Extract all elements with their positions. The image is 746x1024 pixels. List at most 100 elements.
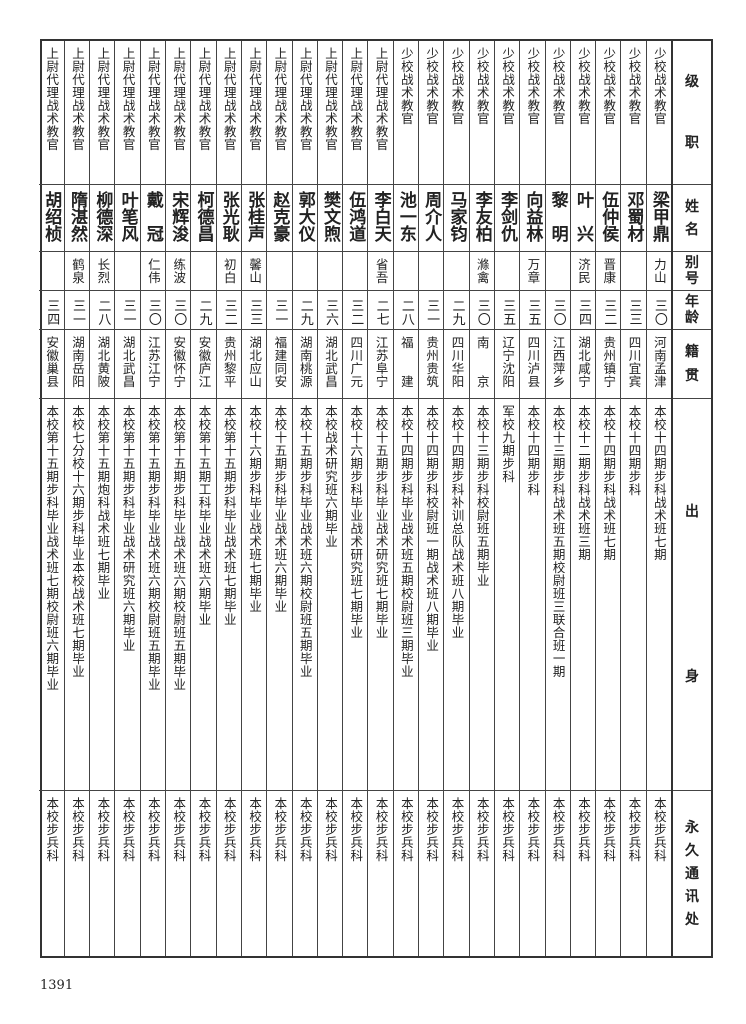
rank-cell: 上尉代理战术教官: [317, 41, 343, 185]
name-cell: 马家钧: [444, 185, 469, 252]
address-cell: 本校步兵科: [621, 791, 645, 956]
name-cell-text: 柯德昌: [193, 191, 214, 242]
alias-cell-text: 滌禽: [474, 258, 490, 284]
address-cell-text: 本校步兵科: [171, 797, 187, 862]
background-cell: 本校十四期步科校尉班一期战术班八期毕业: [419, 399, 444, 791]
age-cell: 三一: [267, 291, 292, 330]
alias-cell: 鹤泉: [64, 252, 90, 291]
rank-cell: 上尉代理战术教官: [368, 41, 393, 185]
header-rank: 级职: [673, 41, 711, 185]
native-place-cell: 福 建: [393, 330, 419, 399]
alias-cell: 仁伟: [140, 252, 166, 291]
native-place-cell: 安徽巢县: [38, 330, 64, 399]
rank-cell-text: 上尉代理战术教官: [247, 47, 263, 151]
rank-cell-text: 上尉代理战术教官: [44, 47, 60, 151]
age-cell-text: 三一: [120, 299, 136, 326]
native-place-cell-text: 江西萍乡: [550, 336, 566, 388]
age-cell-text: 三四: [44, 299, 60, 326]
address-cell: 本校步兵科: [65, 791, 89, 956]
age-cell-text: 三三: [626, 299, 642, 326]
alias-cell-text: 省吾: [373, 258, 389, 284]
age-cell-text: 三二: [348, 299, 364, 326]
native-place-cell-text: 湖南岳阳: [70, 336, 86, 388]
table-row: 上尉代理战术教官 李白天 省吾 二七 江苏阜宁 本校十五期步科毕业战术研究班七期毕业 本校步…: [367, 41, 393, 956]
background-cell-text: 本校第十五期步科毕业战术班七期校尉班六期毕业: [44, 405, 60, 691]
address-cell: 本校步兵科: [39, 791, 64, 956]
alias-cell: [115, 252, 140, 291]
alias-cell-text: 馨山: [247, 258, 263, 284]
rank-cell: 上尉代理战术教官: [241, 41, 267, 185]
age-cell: 二九: [191, 291, 216, 330]
rank-cell-text: 少校战术教官: [525, 47, 541, 125]
native-place-cell-text: 湖北应山: [247, 336, 263, 388]
address-cell-text: 本校步兵科: [651, 797, 667, 862]
age-cell-text: 三〇: [171, 299, 187, 326]
table-row: 少校战术教官 周介人 三一 贵州贵筑 本校十四期步科校尉班一期战术班八期毕业 本校步兵科: [418, 41, 444, 956]
background-cell-text: 本校七分校十六期步科毕业本校战术班七期毕业: [70, 405, 86, 678]
alias-cell: 万章: [520, 252, 545, 291]
background-cell-text: 本校十四期步科校尉班一期战术班八期毕业: [424, 405, 440, 652]
header-age: 年龄: [673, 291, 711, 330]
table-row: 上尉代理战术教官 柯德昌 二九 安徽庐江 本校第十五期工科毕业战术班六期毕业 本校步兵科: [190, 41, 216, 956]
alias-cell: [419, 252, 444, 291]
background-cell: 本校战术研究班六期毕业: [317, 399, 343, 791]
background-cell-text: 本校第十五期工科毕业战术班六期毕业: [196, 405, 212, 626]
address-cell: 本校步兵科: [217, 791, 241, 956]
native-place-cell: 四川广元: [343, 330, 368, 399]
age-cell: 三二: [343, 291, 368, 330]
address-cell-text: 本校步兵科: [297, 797, 313, 862]
native-place-cell-text: 湖北咸宁: [575, 336, 591, 388]
native-place-cell-text: 安徽庐江: [196, 336, 212, 388]
native-place-cell: 河南孟津: [646, 330, 671, 399]
address-cell-text: 本校步兵科: [601, 797, 617, 862]
age-cell: 三六: [317, 291, 343, 330]
native-place-cell-text: 四川华阳: [449, 336, 465, 388]
name-cell-text: 黎 明: [547, 191, 568, 242]
header-char: 号: [685, 271, 699, 287]
age-cell-text: 二九: [449, 299, 465, 326]
background-cell-text: 本校第十五期步科毕业战术班六期校尉班五期毕业: [171, 405, 187, 691]
rank-cell-text: 上尉代理战术教官: [196, 47, 212, 151]
native-place-cell: 四川宜宾: [621, 330, 646, 399]
address-cell: 本校步兵科: [267, 791, 291, 956]
name-cell-text: 周介人: [421, 191, 442, 242]
background-cell-text: 本校十五期步科毕业战术班六期校尉班五期毕业: [297, 405, 313, 678]
age-cell-text: 三五: [500, 299, 516, 326]
name-cell: 邓蜀材: [621, 185, 646, 252]
table-row: 上尉代理战术教官 樊文煦 三六 湖北武昌 本校战术研究班六期毕业 本校步兵科: [316, 41, 343, 956]
background-cell: 军校九期步科: [494, 399, 520, 791]
alias-cell: 馨山: [241, 252, 267, 291]
alias-cell: 长烈: [90, 252, 115, 291]
header-address: 永久通讯处: [673, 791, 711, 956]
native-place-cell-text: 福 建: [398, 336, 414, 388]
name-cell-text: 宋辉浚: [168, 191, 189, 242]
address-cell-text: 本校步兵科: [424, 797, 440, 862]
background-cell: 本校十四期步科战术班七期: [596, 399, 621, 791]
header-background: 出身: [673, 399, 711, 791]
native-place-cell-text: 辽宁沈阳: [500, 336, 516, 388]
age-cell: 二七: [368, 291, 393, 330]
native-place-cell: 贵州贵筑: [419, 330, 444, 399]
alias-cell: 晋康: [596, 252, 621, 291]
rank-cell: 少校战术教官: [646, 41, 671, 185]
header-char: 名: [685, 221, 699, 238]
rank-cell: 上尉代理战术教官: [90, 41, 115, 185]
rank-cell-text: 上尉代理战术教官: [221, 47, 237, 151]
table-row: 上尉代理战术教官 张光耿 初白 三二 贵州黎平 本校第十五期步科毕业战术班七期毕业 本校步兵…: [215, 41, 241, 956]
background-cell: 本校十四期步科: [621, 399, 646, 791]
table-row: 少校战术教官 池一东 二八福 建本校十四期步科毕业战术班五期校尉班三期毕业 本校步兵科: [392, 41, 419, 956]
name-cell: 樊文煦: [317, 185, 343, 252]
rank-cell-text: 少校战术教官: [601, 47, 617, 125]
name-cell: 李剑仇: [494, 185, 520, 252]
background-cell: 本校第十五期步科毕业战术班七期毕业: [216, 399, 241, 791]
rank-cell-text: 上尉代理战术教官: [297, 47, 313, 151]
rank-cell-text: 上尉代理战术教官: [373, 47, 389, 151]
alias-cell: [545, 252, 570, 291]
address-cell-text: 本校步兵科: [221, 797, 237, 862]
native-place-cell-text: 贵州黎平: [221, 336, 237, 388]
name-cell: 伍仲侯: [596, 185, 621, 252]
header-name: 姓名: [673, 185, 711, 252]
native-place-cell: 福建同安: [267, 330, 292, 399]
age-cell-text: 三二: [221, 299, 237, 326]
rank-cell-text: 少校战术教官: [550, 47, 566, 125]
